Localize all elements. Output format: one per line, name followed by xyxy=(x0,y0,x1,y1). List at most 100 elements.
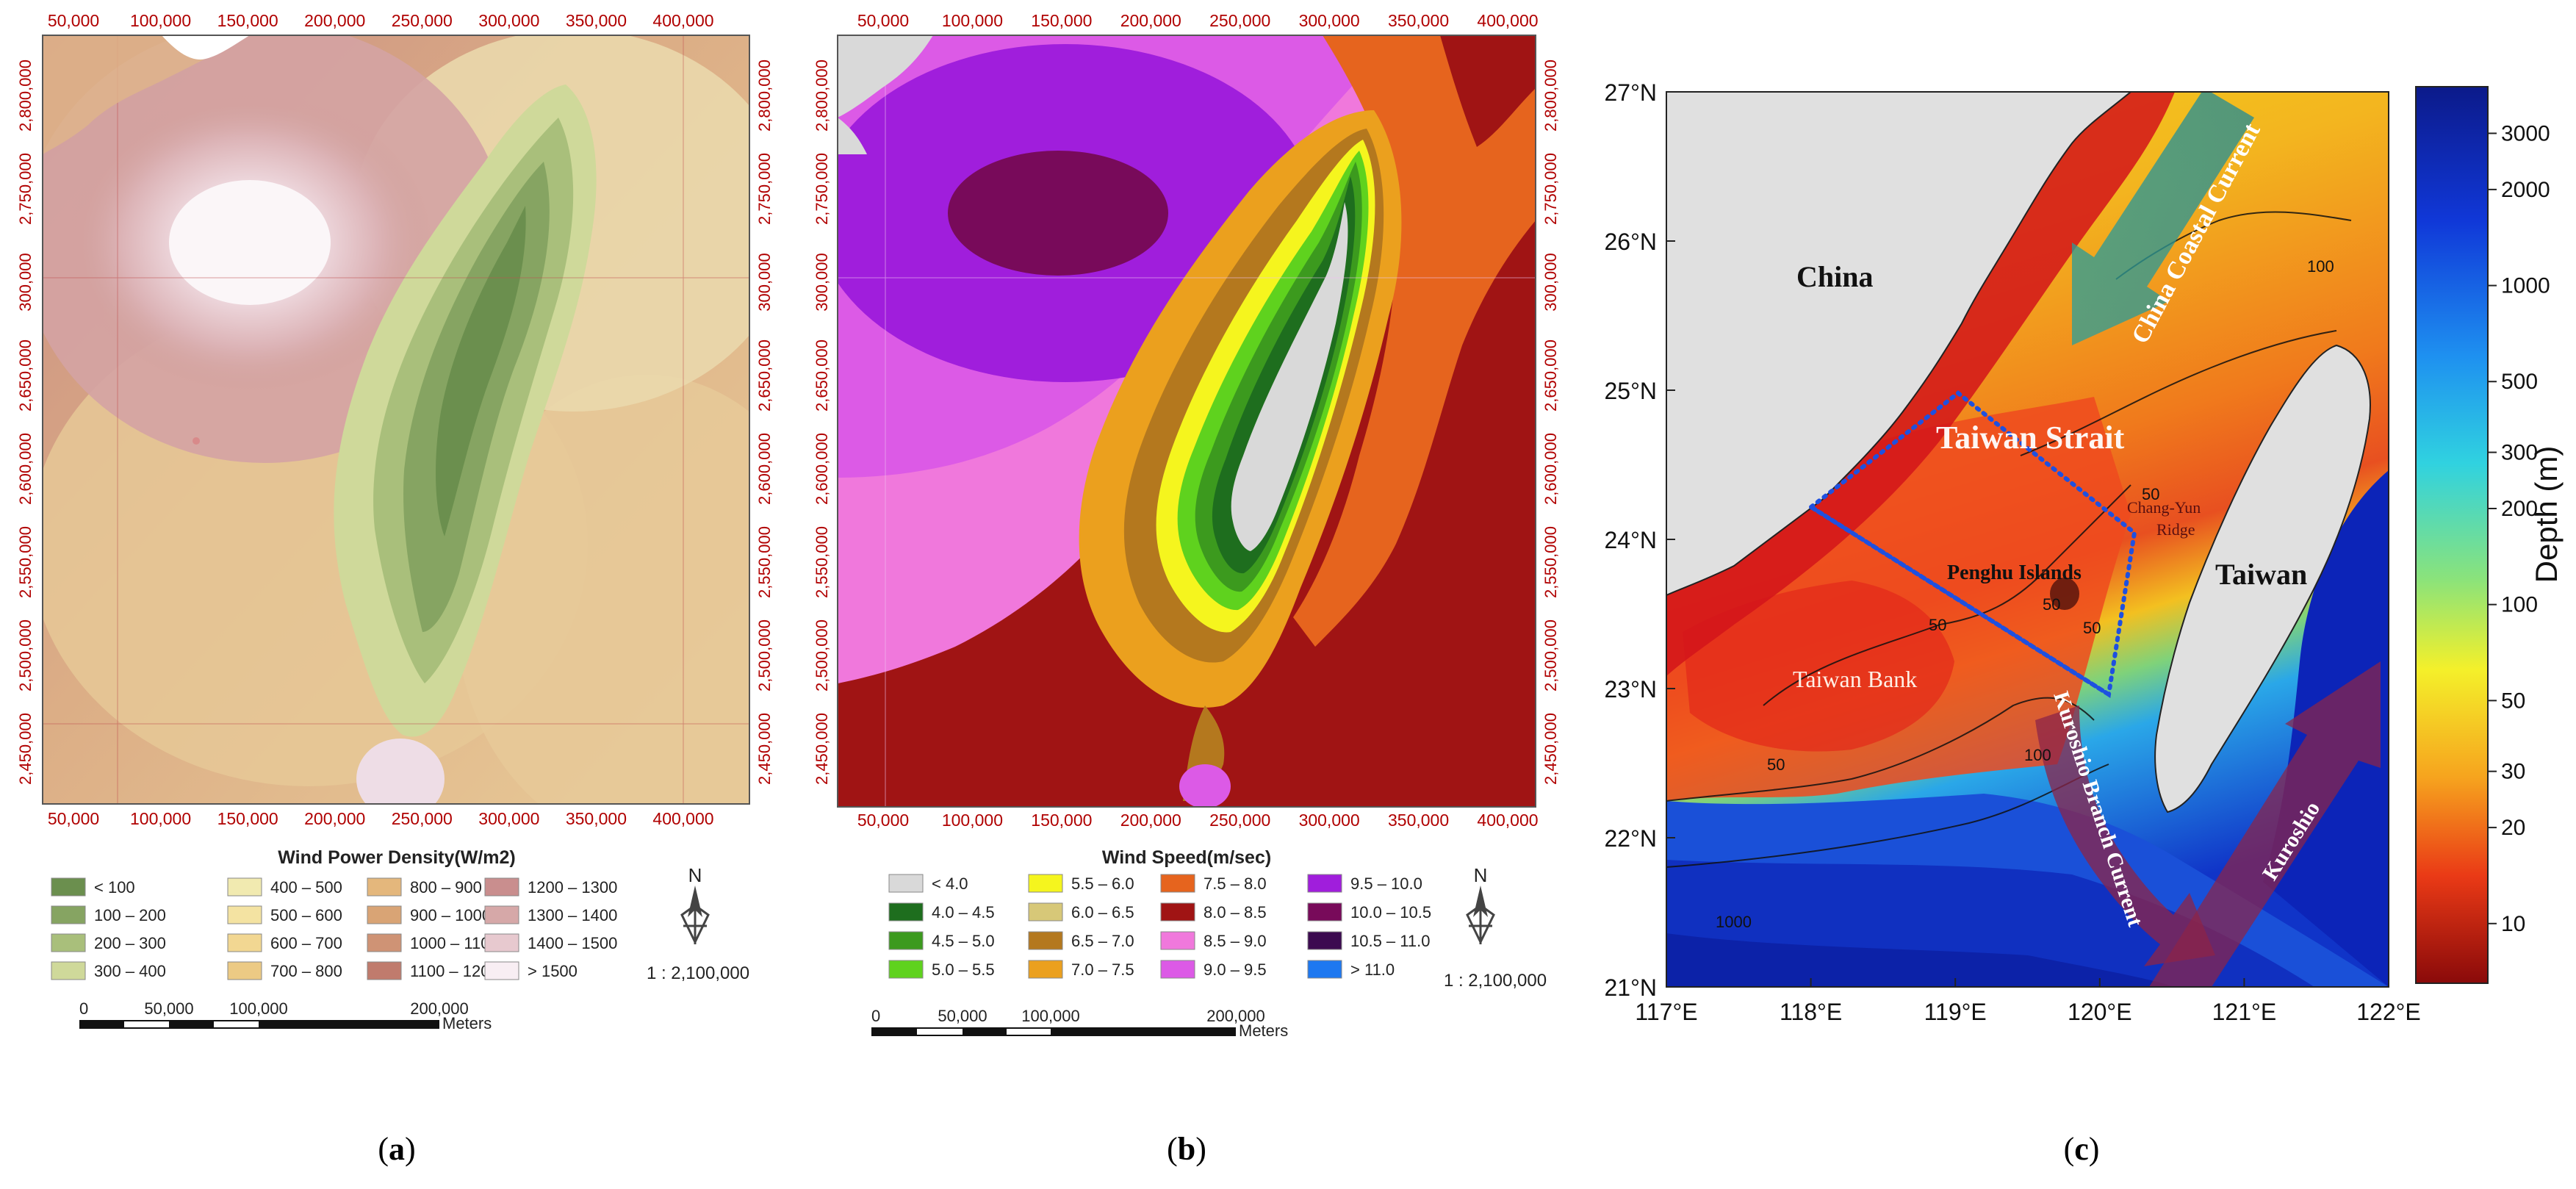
kuroshio-arrow xyxy=(2149,661,2381,987)
a-legend-swatch xyxy=(227,961,262,980)
lon-tick-label: 117°E xyxy=(1635,999,1697,1025)
label-taiwan: Taiwan xyxy=(2215,558,2307,591)
a-legend-label: 600 – 700 xyxy=(270,934,342,952)
panel-a-north-arrow-icon: N xyxy=(680,864,710,945)
a-top-tick-label: 250,000 xyxy=(392,11,453,30)
b-scale-unit: Meters xyxy=(1239,1021,1288,1040)
a-right-tick-label: 2,450,000 xyxy=(755,713,774,785)
b-legend-swatch xyxy=(1028,874,1063,893)
a-legend-swatch xyxy=(367,961,402,980)
a-top-tick-label: 50,000 xyxy=(48,11,99,30)
b-scale-tick: 100,000 xyxy=(1021,1007,1080,1025)
a-right-tick-label: 300,000 xyxy=(755,253,774,312)
b-bottom-tick-label: 150,000 xyxy=(1031,811,1092,830)
b-legend-swatch xyxy=(1028,960,1063,979)
b-legend-swatch xyxy=(1307,931,1342,950)
b-left-tick-label: 2,600,000 xyxy=(813,433,831,505)
panel-b-caption: (b) xyxy=(1167,1131,1206,1167)
a-left-tick-label: 2,750,000 xyxy=(16,153,35,225)
b-bottom-tick-label: 200,000 xyxy=(1120,811,1181,830)
b-legend-swatch xyxy=(888,960,924,979)
a-top-tick-label: 350,000 xyxy=(566,11,627,30)
b-left-tick-label: 2,450,000 xyxy=(813,713,831,785)
a-left-tick-label: 2,600,000 xyxy=(16,433,35,505)
a-legend-label: < 100 xyxy=(94,878,135,897)
b-top-tick-label: 350,000 xyxy=(1388,11,1449,30)
a-legend-label: 1400 – 1500 xyxy=(528,934,617,952)
b-legend-label: 9.5 – 10.0 xyxy=(1350,874,1422,893)
lat-tick-label: 25°N xyxy=(1605,378,1658,404)
label-penghu: Penghu Islands xyxy=(1947,561,2082,584)
b-top-tick-label: 50,000 xyxy=(857,11,909,30)
b-bottom-tick-label: 350,000 xyxy=(1388,811,1449,830)
b-legend-label: 6.0 – 6.5 xyxy=(1071,903,1134,922)
b-legend-swatch xyxy=(1307,960,1342,979)
panel-a-caption: (a) xyxy=(378,1131,415,1167)
b-right-tick-label: 2,500,000 xyxy=(1541,619,1560,692)
a-scale-tick: 200,000 xyxy=(410,999,469,1018)
b-legend-label: 4.5 – 5.0 xyxy=(932,932,995,950)
a-scale-tick: 100,000 xyxy=(229,999,288,1018)
contour-label-6: 100 xyxy=(2024,746,2051,764)
a-legend-swatch xyxy=(484,905,519,924)
panel-b-wind-speed-map: 50,000 100,000 150,000 200,000 250,000 300,00… xyxy=(813,11,1560,1167)
b-legend-swatch xyxy=(1307,902,1342,922)
b-legend-label: > 11.0 xyxy=(1350,960,1395,979)
panel-c-bathymetry-map: China Taiwan Taiwan Strait Penghu Island… xyxy=(1605,79,2564,1167)
a-legend-label: 300 – 400 xyxy=(94,962,166,980)
a-top-tick-label: 300,000 xyxy=(478,11,539,30)
contour-label-7: 1000 xyxy=(1716,913,1752,931)
b-legend-label: 4.0 – 4.5 xyxy=(932,903,995,922)
a-scale-segment xyxy=(214,1021,259,1027)
b-bottom-tick-label: 300,000 xyxy=(1299,811,1360,830)
china-coastal-current-arrow xyxy=(2072,92,2254,345)
a-left-tick-label: 2,500,000 xyxy=(16,619,35,692)
a-top-tick-label: 150,000 xyxy=(217,11,278,30)
a-legend-swatch xyxy=(51,961,86,980)
panel-b-top-ticks: 50,000 100,000 150,000 200,000 250,000 300,00… xyxy=(857,11,1539,30)
b-right-tick-label: 2,650,000 xyxy=(1541,340,1560,412)
b-left-tick-label: 2,650,000 xyxy=(813,340,831,412)
colorbar-tick-label: 100 xyxy=(2501,593,2538,617)
a-top-tick-label: 200,000 xyxy=(304,11,365,30)
b-legend-label: < 4.0 xyxy=(932,874,968,893)
colorbar-tick-label: 300 xyxy=(2501,441,2538,465)
b-left-tick-label: 2,800,000 xyxy=(813,60,831,132)
colorbar-tick-label: 500 xyxy=(2501,370,2538,394)
a-legend-label: 900 – 1000 xyxy=(410,906,491,924)
a-bottom-tick-label: 50,000 xyxy=(48,809,99,828)
a-scale-tick: 50,000 xyxy=(144,999,193,1018)
b-scale-tick: 0 xyxy=(871,1007,880,1025)
panel-b-scale-ratio: 1 : 2,100,000 xyxy=(1444,971,1547,991)
contour-label-4: 50 xyxy=(2083,619,2101,637)
b-bottom-tick-label: 400,000 xyxy=(1477,811,1538,830)
a-legend-swatch xyxy=(367,933,402,952)
panel-c-map-area: China Taiwan Taiwan Strait Penghu Island… xyxy=(1666,92,2389,987)
b-top-tick-label: 400,000 xyxy=(1477,11,1538,30)
a-scale-unit: Meters xyxy=(442,1014,492,1032)
b-scale-tick: 50,000 xyxy=(938,1007,987,1025)
b-legend-swatch xyxy=(1028,902,1063,922)
b-left-tick-label: 2,750,000 xyxy=(813,153,831,225)
panel-a-legend-title: Wind Power Density(W/m2) xyxy=(278,847,515,868)
b-legend-swatch xyxy=(1307,874,1342,893)
a-legend-swatch xyxy=(227,933,262,952)
a-top-tick-label: 100,000 xyxy=(130,11,191,30)
a-bottom-tick-label: 300,000 xyxy=(478,809,539,828)
b-bottom-tick-label: 100,000 xyxy=(942,811,1003,830)
a-legend-swatch xyxy=(227,877,262,897)
colorbar-tick-label: 10 xyxy=(2501,912,2525,936)
lat-tick-label: 27°N xyxy=(1605,79,1658,106)
a-top-tick-label: 400,000 xyxy=(652,11,713,30)
panel-b-bottom-ticks: 50,000 100,000 150,000 200,000 250,000 300,00… xyxy=(857,811,1539,830)
b-bottom-tick-label: 50,000 xyxy=(857,811,909,830)
a-right-tick-label: 2,550,000 xyxy=(755,526,774,598)
lon-tick-label: 119°E xyxy=(1924,999,1987,1025)
panel-a-left-ticks: 2,800,000 2,750,000 300,000 2,650,000 2,600,… xyxy=(16,60,35,785)
panel-b-legend-title: Wind Speed(m/sec) xyxy=(1102,847,1271,868)
panel-a-wind-power-map: 50,000 100,000 150,000 200,000 250,000 300,00… xyxy=(16,11,774,1167)
a-legend-swatch xyxy=(484,877,519,897)
b-right-tick-label: 2,450,000 xyxy=(1541,713,1560,785)
lat-tick-label: 26°N xyxy=(1605,229,1658,255)
